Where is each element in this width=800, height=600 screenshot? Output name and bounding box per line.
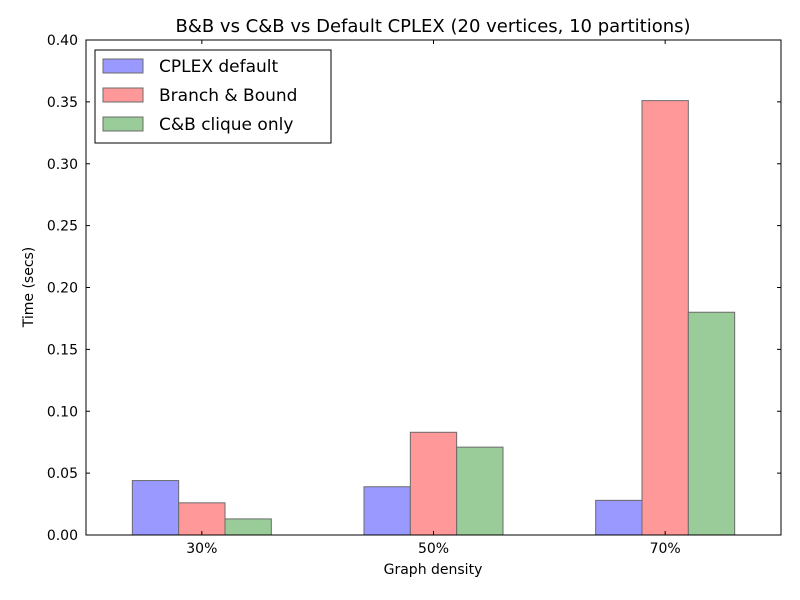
y-axis: 0.00 0.05 0.10 0.15 0.20 0.25 0.30 0.35 0.40 [47, 33, 781, 544]
bar-branch-bound-0 [178, 502, 226, 536]
bar-cplex-default-1 [363, 486, 411, 536]
y-tick-label: 0.05 [47, 466, 78, 482]
bar-branch-bound-2 [641, 100, 689, 536]
x-tick-label: 50% [418, 541, 449, 557]
x-axis: 30% 50% 70% [186, 40, 681, 557]
bars-group [131, 100, 736, 536]
bar-cplex-default-0 [131, 480, 180, 536]
y-tick-label: 0.15 [47, 342, 78, 358]
legend-label: CPLEX default [159, 57, 279, 77]
legend: CPLEX default Branch & Bound C&B clique on… [94, 49, 332, 144]
y-tick-label: 0.00 [47, 528, 78, 544]
x-axis-label: Graph density [384, 562, 483, 578]
bar-branch-bound-1 [409, 431, 458, 536]
y-tick-label: 0.20 [47, 281, 78, 297]
legend-label: Branch & Bound [159, 86, 297, 106]
chart-title: B&B vs C&B vs Default CPLEX (20 vertices… [175, 16, 690, 37]
legend-swatch [102, 87, 144, 103]
bar-cplex-default-2 [595, 499, 643, 536]
x-tick-label: 30% [186, 541, 217, 557]
x-tick-label: 70% [650, 541, 681, 557]
bar-c-b-clique-only-2 [687, 311, 736, 536]
bar-c-b-clique-only-1 [456, 446, 504, 536]
y-tick-label: 0.35 [47, 95, 78, 111]
y-axis-label: Time (secs) [21, 247, 37, 329]
y-tick-label: 0.25 [47, 219, 78, 235]
y-tick-label: 0.10 [47, 404, 78, 420]
y-tick-label: 0.30 [47, 157, 78, 173]
legend-swatch [102, 58, 144, 74]
legend-swatch [102, 116, 144, 132]
y-tick-label: 0.40 [47, 33, 78, 49]
bar-c-b-clique-only-0 [224, 518, 272, 536]
legend-label: C&B clique only [159, 115, 293, 135]
